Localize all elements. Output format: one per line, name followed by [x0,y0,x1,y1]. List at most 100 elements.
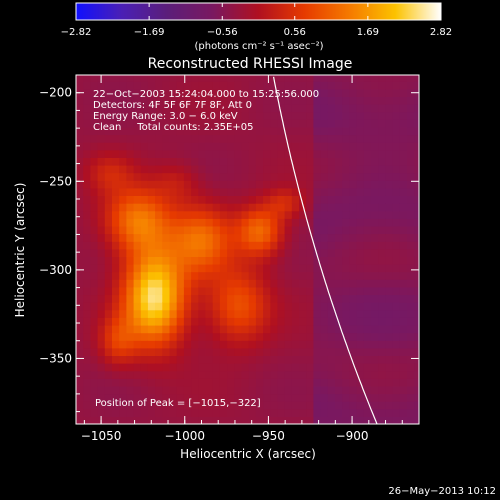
heatmap-pixel [183,187,192,196]
heatmap-pixel [263,363,271,372]
heatmap-pixel [313,142,322,151]
heatmap-pixel [313,385,322,395]
heatmap-pixel [241,233,250,242]
heatmap-pixel [306,279,314,288]
heatmap-pixel [349,385,358,395]
heatmap-pixel [191,332,199,341]
heatmap-pixel [327,309,336,318]
heatmap-pixel [147,302,156,311]
heatmap-pixel [414,408,419,417]
heatmap-pixel [147,119,156,128]
heatmap-pixel [313,149,322,158]
heatmap-pixel [392,340,401,349]
heatmap-pixel [313,187,322,196]
heatmap-pixel [191,180,199,189]
heatmap-pixel [378,210,386,219]
heatmap-pixel [112,408,120,417]
heatmap-pixel [407,340,415,349]
heatmap-pixel [219,347,228,356]
x-tick-label: −1050 [81,429,122,443]
heatmap-pixel [234,81,243,90]
heatmap-pixel [76,256,84,265]
heatmap-pixel [104,370,113,379]
heatmap-pixel [126,165,135,174]
heatmap-pixel [371,165,379,174]
heatmap-pixel [363,408,372,417]
heatmap-pixel [378,401,386,410]
heatmap-pixel [90,75,99,82]
heatmap-pixel [90,347,99,356]
heatmap-pixel [147,111,156,120]
heatmap-pixel [176,157,185,166]
heatmap-pixel [205,378,214,387]
heatmap-pixel [227,401,235,410]
heatmap-pixel [76,104,84,113]
heatmap-pixel [183,378,192,387]
heatmap-pixel [392,210,401,219]
heatmap-pixel [205,332,214,341]
heatmap-pixel [291,416,300,424]
heatmap-pixel [112,134,120,143]
heatmap-pixel [313,401,322,410]
heatmap-pixel [76,157,84,166]
heatmap-pixel [162,126,171,136]
heatmap-pixel [371,218,379,227]
heatmap-pixel [205,119,214,128]
heatmap-pixel [342,225,350,235]
heatmap-pixel [378,241,386,250]
heatmap-pixel [378,279,386,288]
heatmap-pixel [76,279,84,288]
heatmap-pixel [97,81,106,90]
heatmap-pixel [299,134,307,143]
heatmap-pixel [414,157,419,166]
heatmap-pixel [277,416,286,424]
heatmap-pixel [169,126,178,136]
heatmap-pixel [191,81,199,90]
heatmap-pixel [342,142,350,151]
heatmap-pixel [234,203,243,212]
heatmap-pixel [162,149,171,158]
heatmap-pixel [327,203,336,212]
heatmap-pixel [234,286,243,296]
heatmap-pixel [414,149,419,158]
heatmap-pixel [119,187,127,196]
heatmap-pixel [90,340,99,349]
heatmap-pixel [90,172,99,181]
heatmap-pixel [97,279,106,288]
heatmap-pixel [241,180,250,189]
heatmap-pixel [219,218,228,227]
heatmap-pixel [140,203,149,212]
colorbar-tick-label: 0.56 [284,27,306,38]
heatmap-pixel [248,172,257,181]
heatmap-pixel [83,119,91,128]
heatmap-pixel [112,225,120,235]
heatmap-pixel [198,279,207,288]
heatmap-pixel [104,325,113,334]
heatmap-pixel [327,210,336,219]
heatmap-pixel [327,416,336,424]
heatmap-pixel [169,180,178,189]
heatmap-pixel [104,408,113,417]
heatmap-pixel [327,96,336,105]
heatmap-pixel [155,378,163,387]
heatmap-pixel [104,363,113,372]
heatmap-pixel [320,233,329,242]
heatmap-pixel [342,218,350,227]
heatmap-pixel [378,88,386,97]
heatmap-pixel [147,248,156,257]
heatmap-pixel [407,187,415,196]
heatmap-pixel [385,218,394,227]
heatmap-pixel [83,271,91,280]
heatmap-pixel [392,233,401,242]
heatmap-pixel [342,378,350,387]
heatmap-pixel [320,210,329,219]
heatmap-pixel [205,157,214,166]
heatmap-pixel [299,126,307,136]
heatmap-pixel [270,142,279,151]
heatmap-pixel [140,241,149,250]
heatmap-pixel [327,264,336,273]
heatmap-pixel [414,355,419,364]
heatmap-pixel [378,172,386,181]
heatmap-pixel [119,195,127,204]
heatmap-pixel [191,378,199,387]
